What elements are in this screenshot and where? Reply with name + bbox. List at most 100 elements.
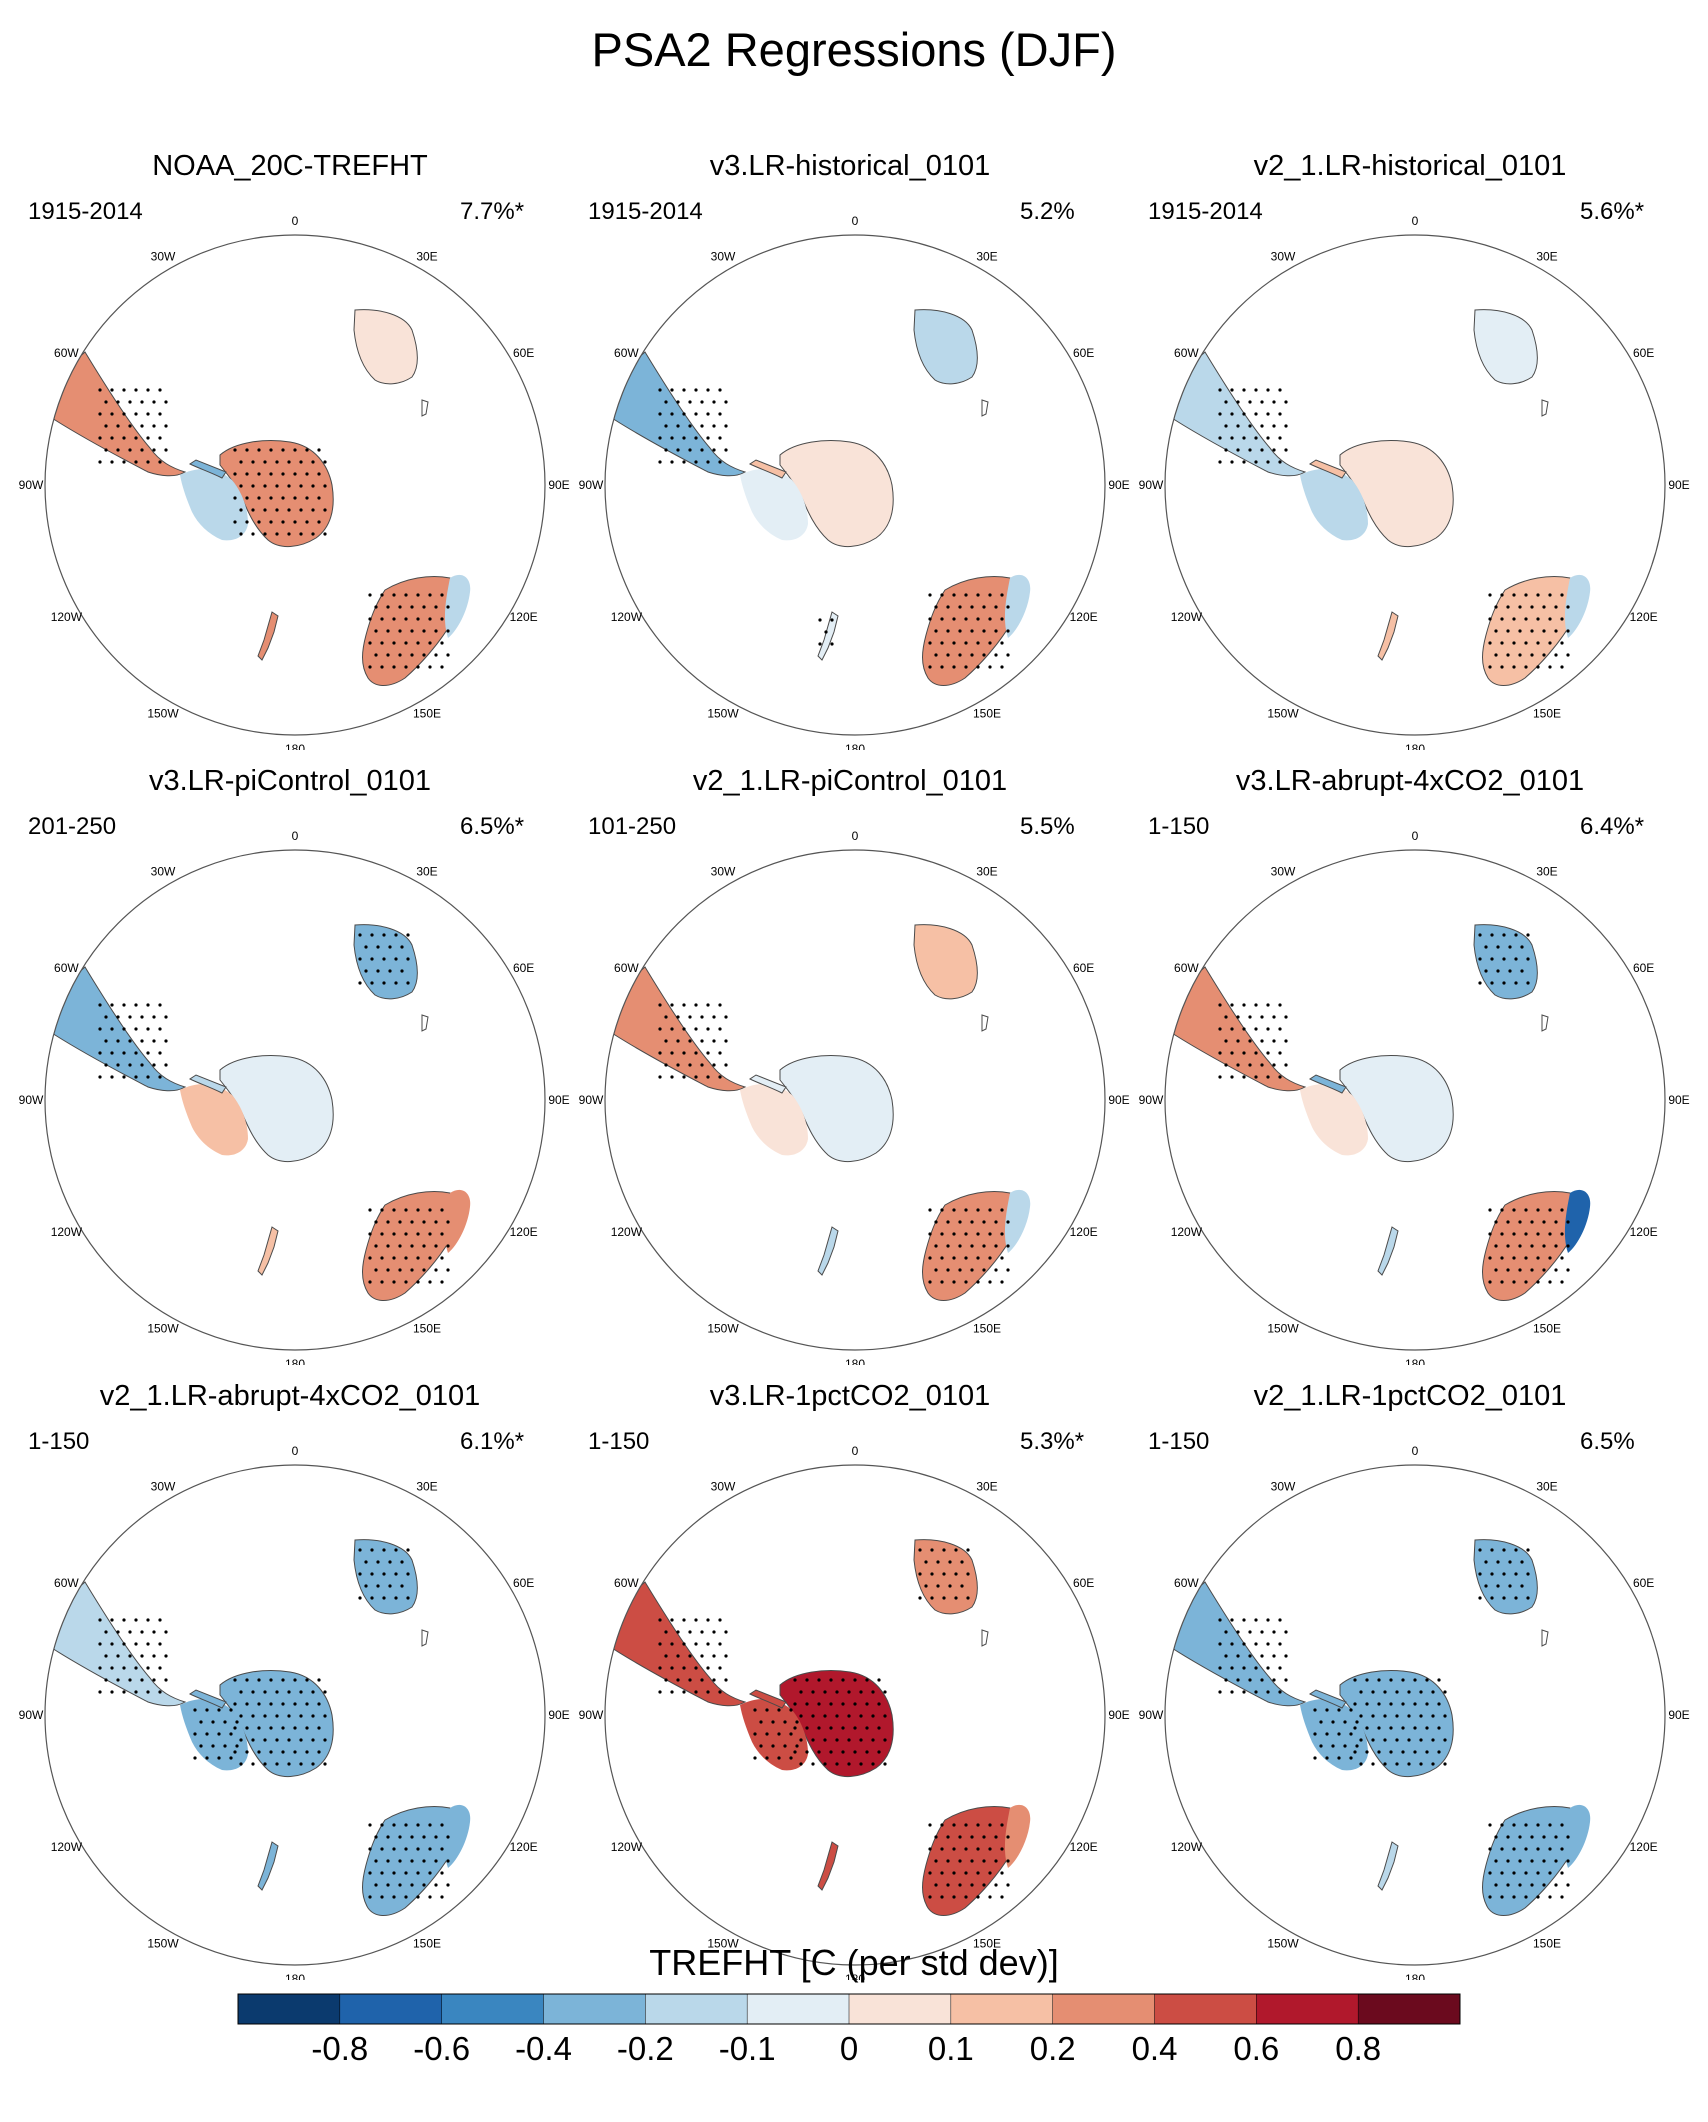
- stipple-dot: [110, 1051, 114, 1055]
- stipple-dot: [140, 424, 144, 428]
- stipple-dot: [1488, 1823, 1492, 1827]
- stipple-dot: [1494, 1220, 1498, 1224]
- lon-label: 60E: [1073, 1576, 1094, 1590]
- stipple-dot: [368, 617, 372, 621]
- region-peninsula: [1309, 1689, 1347, 1709]
- stipple-dot: [446, 653, 450, 657]
- stipple-dot: [233, 448, 237, 452]
- stipple-dot: [1494, 1835, 1498, 1839]
- stipple-dot: [263, 460, 267, 464]
- stipple-dot: [398, 1268, 402, 1272]
- stipple-dot: [1278, 388, 1282, 392]
- stipple-dot: [323, 508, 327, 512]
- stipple-dot: [164, 1678, 168, 1682]
- stipple-dot: [380, 641, 384, 645]
- stipple-dot: [883, 1762, 887, 1766]
- stipple-dot: [404, 1895, 408, 1899]
- stipple-dot: [795, 1744, 799, 1748]
- stipple-dot: [871, 1762, 875, 1766]
- region-aus: [922, 1191, 1019, 1301]
- stipple-dot: [682, 412, 686, 416]
- stipple-dot: [275, 1714, 279, 1718]
- stipple-dot: [1349, 1732, 1353, 1736]
- lon-label: 90E: [1108, 1708, 1129, 1722]
- lon-label: 30E: [1536, 249, 1557, 263]
- stipple-dot: [287, 532, 291, 536]
- stipple-dot: [1488, 665, 1492, 669]
- map-panel: v2_1.LR-abrupt-4xCO2_0101 1-150 6.1%* 0 30E 6…: [10, 1380, 570, 1980]
- stipple-dot: [1266, 1642, 1270, 1646]
- stipple-dot: [1500, 1823, 1504, 1827]
- stipple-dot: [1566, 1835, 1570, 1839]
- stipple-dot: [940, 1823, 944, 1827]
- stipple-dot: [964, 1280, 968, 1284]
- stipple-dot: [422, 1268, 426, 1272]
- stipple-dot: [1530, 605, 1534, 609]
- lon-label: 150E: [413, 707, 441, 721]
- stipple-dot: [406, 957, 410, 961]
- stipple-dot: [380, 1871, 384, 1875]
- region-afr: [353, 309, 418, 385]
- stipple-dot: [323, 1738, 327, 1742]
- stipple-dot: [98, 1642, 102, 1646]
- stipple-dot: [1518, 629, 1522, 633]
- stipple-dot: [670, 436, 674, 440]
- stipple-dot: [428, 1256, 432, 1260]
- region-island: [421, 1014, 429, 1032]
- stipple-dot: [317, 520, 321, 524]
- stipple-dot: [1266, 436, 1270, 440]
- stipple-dot: [1371, 1762, 1375, 1766]
- stipple-dot: [1242, 1051, 1246, 1055]
- stipple-dot: [257, 448, 261, 452]
- stipple-dot: [934, 1244, 938, 1248]
- stipple-dot: [1500, 1871, 1504, 1875]
- stipple-dot: [1560, 1232, 1564, 1236]
- stipple-dot: [1266, 1027, 1270, 1031]
- significance-stippling: [1218, 933, 1570, 1284]
- stipple-dot: [193, 1708, 197, 1712]
- stipple-dot: [877, 1702, 881, 1706]
- panel-period: 1915-2014: [588, 198, 703, 225]
- stipple-dot: [1500, 1847, 1504, 1851]
- stipple-dot: [970, 1835, 974, 1839]
- stipple-dot: [233, 496, 237, 500]
- stipple-dot: [1548, 1256, 1552, 1260]
- stipple-dot: [1548, 1208, 1552, 1212]
- stipple-dot: [251, 532, 255, 536]
- stipple-dot: [1254, 1003, 1258, 1007]
- stipple-dot: [1488, 1847, 1492, 1851]
- region-peninsula: [189, 1689, 227, 1709]
- lon-label: 0: [852, 829, 859, 843]
- stipple-dot: [1496, 1584, 1500, 1588]
- stipple-dot: [410, 1268, 414, 1272]
- stipple-dot: [928, 1823, 932, 1827]
- stipple-dot: [1548, 665, 1552, 669]
- colorbar-swatch: [1358, 1994, 1461, 2024]
- land-regions: [605, 309, 1031, 686]
- stipple-dot: [942, 1572, 946, 1576]
- stipple-dot: [311, 532, 315, 536]
- lon-label: 0: [292, 829, 299, 843]
- stipple-dot: [239, 460, 243, 464]
- stipple-dot: [440, 1208, 444, 1212]
- stipple-dot: [718, 1051, 722, 1055]
- stipple-dot: [158, 436, 162, 440]
- stipple-dot: [1500, 1895, 1504, 1899]
- stipple-dot: [1218, 1690, 1222, 1694]
- stipple-dot: [859, 1738, 863, 1742]
- stipple-dot: [233, 1678, 237, 1682]
- stipple-dot: [1413, 1702, 1417, 1706]
- lon-label: 0: [292, 214, 299, 228]
- stipple-dot: [446, 1859, 450, 1863]
- map-boundary: [604, 849, 1106, 1351]
- stipple-dot: [829, 1702, 833, 1706]
- stipple-dot: [1554, 1835, 1558, 1839]
- stipple-dot: [830, 618, 834, 622]
- colorbar-frame: [237, 1993, 1461, 2025]
- stipple-dot: [724, 448, 728, 452]
- stipple-dot: [712, 400, 716, 404]
- stipple-dot: [1000, 1256, 1004, 1260]
- stipple-dot: [718, 460, 722, 464]
- stipple-dot: [1006, 653, 1010, 657]
